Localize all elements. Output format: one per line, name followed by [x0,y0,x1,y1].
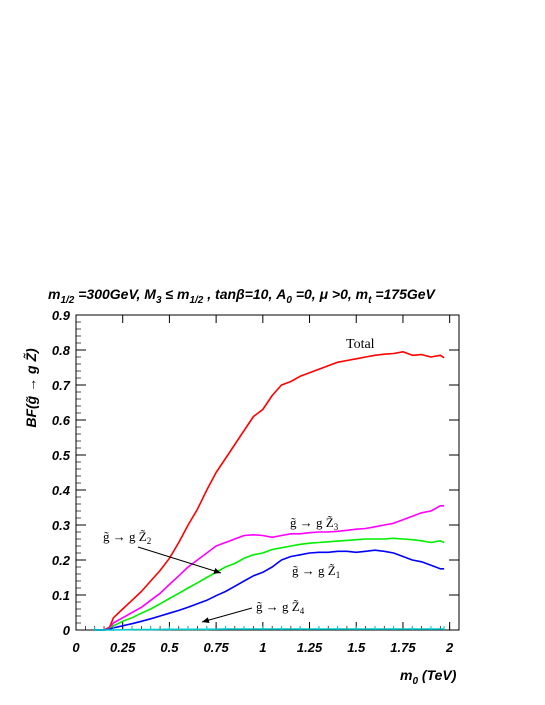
arrow-z2 [137,546,222,574]
y-axis-label: BF(g̃ → g Z̃) [22,348,39,428]
y-tick-label: 0.2 [52,553,71,568]
x-tick-labels: 0 0.25 0.5 0.75 1 1.25 1.5 1.75 2 [72,640,454,655]
x-tick-label: 1.75 [390,640,416,655]
y-tick-label: 0.9 [52,308,71,323]
series-line-z3 [94,504,445,631]
x-tick-label: 1.25 [297,640,323,655]
x-tick-label: 1 [259,640,266,655]
annotation-z3: g̃ → g Z̃3 [290,515,339,532]
series-line-z1 [94,549,445,631]
series-line-total [94,350,445,631]
annotation-total: Total [346,337,375,352]
x-tick-label: 0.5 [160,640,179,655]
annotation-z2: g̃ → g Z̃2 [103,529,151,546]
arrow-z4 [201,607,253,624]
chart-title: m1/2 =300GeV, M3 ≤ m1/2 , tanβ=10, A0 =0… [48,286,437,306]
series-line-z4 [94,628,445,631]
y-tick-label: 0.5 [52,448,71,463]
y-tick-labels: 0 0.1 0.2 0.3 0.4 0.5 0.6 0.7 0.8 0.9 [52,308,71,638]
annotation-z1: g̃ → g Z̃1 [292,563,340,580]
y-tick-label: 0.4 [52,483,71,498]
x-tick-label: 2 [445,640,454,655]
series-line-z2 [94,537,445,631]
axis-ticks [75,314,459,631]
plot-frame [75,314,460,631]
y-tick-label: 0.3 [52,518,71,533]
y-tick-label: 0 [63,623,71,638]
x-tick-label: 0.75 [203,640,229,655]
series-group [94,350,445,631]
y-tick-label: 0.7 [52,378,71,393]
y-tick-label: 0.8 [52,343,71,358]
y-tick-label: 0.1 [52,588,70,603]
x-axis-label: m0 (TeV) [400,667,457,687]
annotation-z4: g̃ → g Z̃4 [256,599,305,616]
x-tick-label: 0.25 [110,640,136,655]
x-tick-label: 1.5 [347,640,366,655]
x-tick-label: 0 [72,640,80,655]
y-tick-label: 0.6 [52,413,71,428]
